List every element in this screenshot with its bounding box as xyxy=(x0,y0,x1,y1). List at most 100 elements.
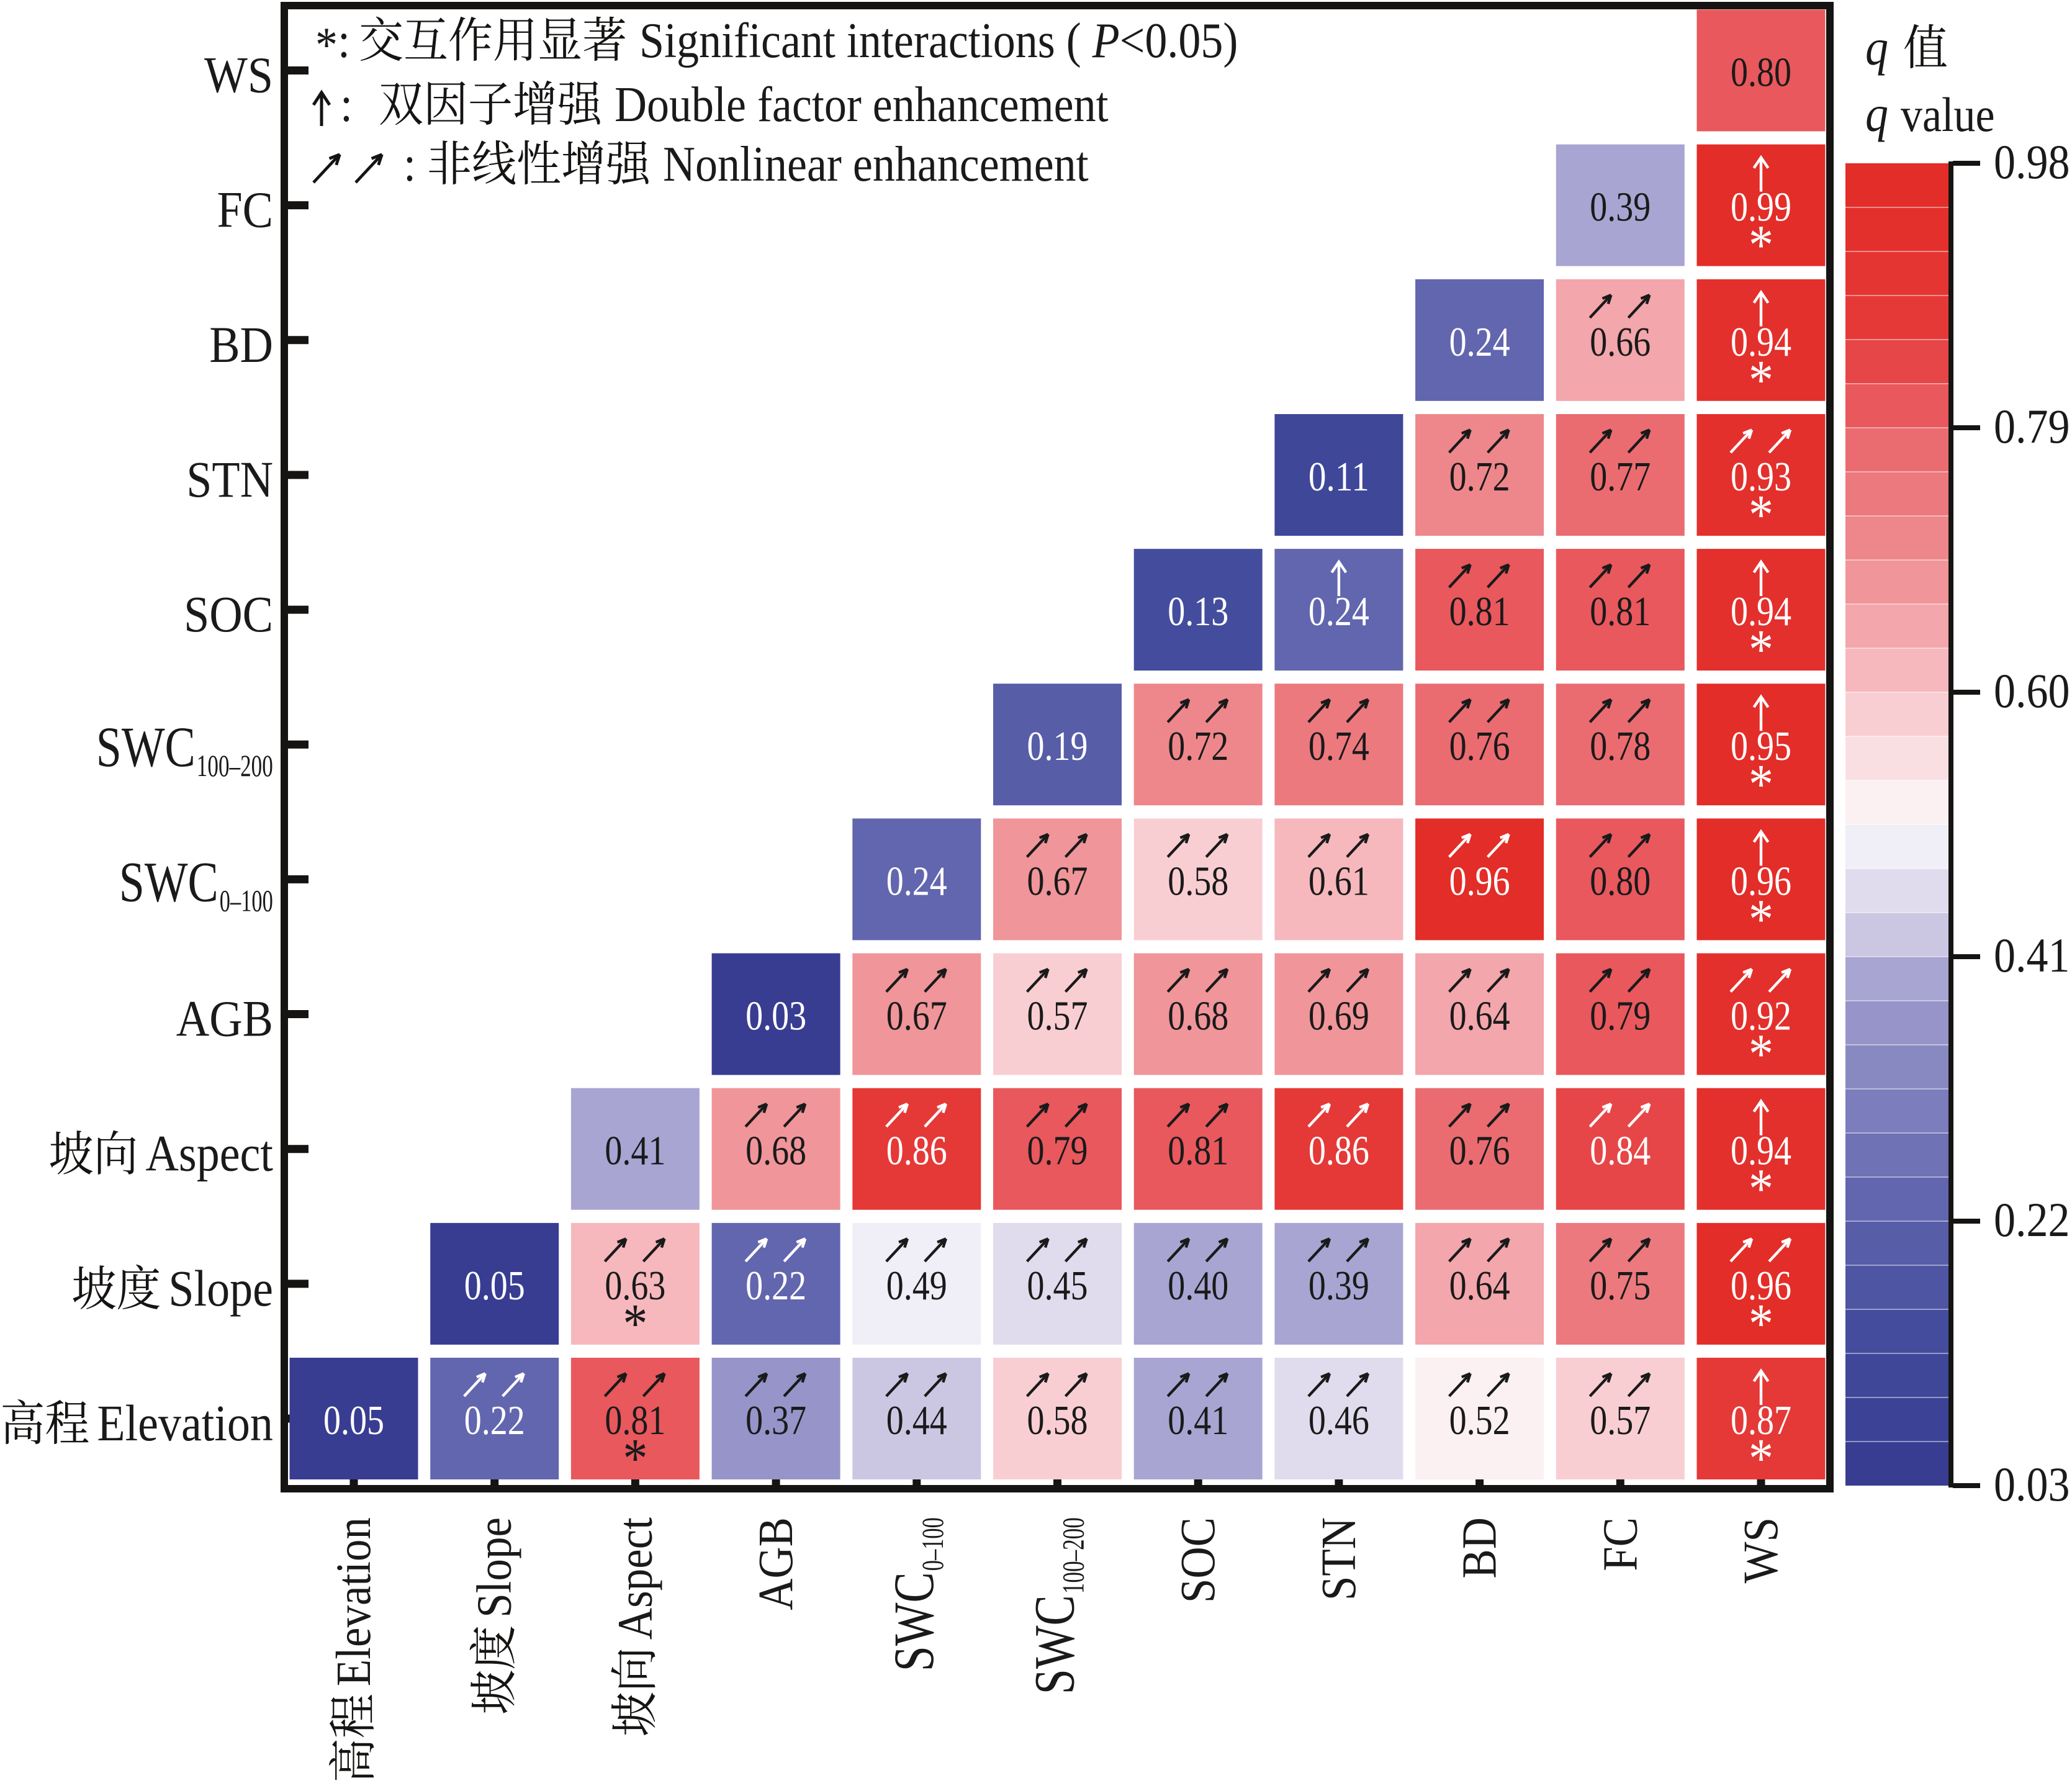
svg-text:0–100: 0–100 xyxy=(916,1517,950,1571)
svg-text:Aspect: Aspect xyxy=(146,1125,274,1182)
svg-text:0.74: 0.74 xyxy=(1309,723,1369,769)
svg-text:q: q xyxy=(1865,85,1888,142)
svg-text:0.77: 0.77 xyxy=(1590,453,1651,500)
svg-text:0.72: 0.72 xyxy=(1449,453,1510,500)
svg-text:0.05: 0.05 xyxy=(323,1397,384,1443)
svg-text:0.03: 0.03 xyxy=(1994,1458,2070,1512)
svg-text:0.81: 0.81 xyxy=(1449,588,1510,634)
svg-text:SWC: SWC xyxy=(882,1572,945,1671)
svg-text:0.11: 0.11 xyxy=(1309,453,1369,500)
svg-text:SWC: SWC xyxy=(96,715,196,779)
svg-text:0.68: 0.68 xyxy=(745,1127,806,1174)
svg-text:0.44: 0.44 xyxy=(886,1397,947,1443)
svg-text::: : xyxy=(338,12,350,68)
svg-text:*: * xyxy=(623,1293,647,1355)
svg-text:0.22: 0.22 xyxy=(745,1262,806,1309)
svg-text:*: * xyxy=(1749,214,1773,276)
svg-text:BD: BD xyxy=(1453,1517,1507,1579)
svg-text:<0.05): <0.05) xyxy=(1120,12,1238,68)
svg-text:AGB: AGB xyxy=(749,1517,803,1610)
svg-text:100–200: 100–200 xyxy=(197,749,273,783)
svg-text:0.58: 0.58 xyxy=(1168,857,1228,904)
svg-text:Slope: Slope xyxy=(467,1517,522,1618)
svg-text:Elevation: Elevation xyxy=(97,1394,273,1451)
svg-text:0.41: 0.41 xyxy=(605,1127,665,1174)
svg-text:0.37: 0.37 xyxy=(745,1397,806,1443)
svg-text::: : xyxy=(340,76,353,132)
svg-text:0.72: 0.72 xyxy=(1168,723,1228,769)
svg-text:0.41: 0.41 xyxy=(1168,1397,1228,1443)
svg-text:0.57: 0.57 xyxy=(1027,992,1088,1039)
svg-text:SOC: SOC xyxy=(1171,1517,1226,1603)
svg-text:*: * xyxy=(1749,484,1773,546)
svg-text:0.92: 0.92 xyxy=(1731,992,1791,1039)
svg-text:WS: WS xyxy=(204,47,273,104)
svg-text:0.79: 0.79 xyxy=(1590,992,1651,1039)
svg-text:0.22: 0.22 xyxy=(464,1397,525,1443)
svg-text:SOC: SOC xyxy=(184,585,273,643)
svg-text:0.78: 0.78 xyxy=(1590,723,1651,769)
svg-text:0.24: 0.24 xyxy=(886,857,947,904)
svg-text:FC: FC xyxy=(1593,1517,1648,1571)
svg-text:WS: WS xyxy=(1734,1517,1788,1583)
svg-text:0.76: 0.76 xyxy=(1449,1127,1510,1174)
svg-text:STN: STN xyxy=(1312,1517,1366,1600)
svg-text:value: value xyxy=(1901,88,1995,142)
svg-text:P: P xyxy=(1092,12,1120,68)
svg-text:0.81: 0.81 xyxy=(1590,588,1651,634)
svg-text:0.24: 0.24 xyxy=(1449,318,1510,365)
svg-text:*: * xyxy=(623,1428,647,1489)
svg-text:0.46: 0.46 xyxy=(1309,1397,1369,1443)
svg-text:0.63: 0.63 xyxy=(605,1262,665,1309)
svg-text:0.64: 0.64 xyxy=(1449,992,1510,1039)
svg-text:0.13: 0.13 xyxy=(1168,588,1228,634)
svg-text:0.05: 0.05 xyxy=(464,1262,525,1309)
svg-text:*: * xyxy=(1749,1428,1773,1489)
svg-text:Aspect: Aspect xyxy=(608,1517,663,1640)
svg-text::: : xyxy=(403,136,416,192)
svg-text:0.81: 0.81 xyxy=(1168,1127,1228,1174)
svg-text:0.86: 0.86 xyxy=(886,1127,947,1174)
svg-text:0.60: 0.60 xyxy=(1994,664,2070,718)
svg-text:*: * xyxy=(1749,1293,1773,1355)
svg-text:0.96: 0.96 xyxy=(1731,1262,1791,1309)
svg-text:0.80: 0.80 xyxy=(1590,857,1651,904)
svg-text:*: * xyxy=(1749,1023,1773,1085)
svg-text:0.61: 0.61 xyxy=(1309,857,1369,904)
svg-text:0.79: 0.79 xyxy=(1994,400,2070,454)
svg-text:0.96: 0.96 xyxy=(1449,857,1510,904)
svg-text:BD: BD xyxy=(209,316,273,373)
svg-text:*: * xyxy=(1749,754,1773,815)
svg-text:0.64: 0.64 xyxy=(1449,1262,1510,1309)
svg-text:0.86: 0.86 xyxy=(1309,1127,1369,1174)
svg-text:0.40: 0.40 xyxy=(1168,1262,1228,1309)
svg-text:0.67: 0.67 xyxy=(886,992,947,1039)
svg-text:0.81: 0.81 xyxy=(605,1397,665,1443)
svg-text:*: * xyxy=(1749,888,1773,950)
svg-text:q: q xyxy=(1865,19,1888,76)
svg-text:0.79: 0.79 xyxy=(1027,1127,1088,1174)
svg-text:*: * xyxy=(315,17,338,73)
svg-text:0.22: 0.22 xyxy=(1994,1193,2070,1247)
svg-text:AGB: AGB xyxy=(176,990,273,1047)
svg-text:FC: FC xyxy=(217,181,273,238)
svg-text:0.80: 0.80 xyxy=(1731,48,1791,95)
svg-text:Elevation: Elevation xyxy=(327,1517,381,1686)
svg-text:0.75: 0.75 xyxy=(1590,1262,1651,1309)
svg-text:0.69: 0.69 xyxy=(1309,992,1369,1039)
svg-text:0.45: 0.45 xyxy=(1027,1262,1088,1309)
svg-text:*: * xyxy=(1749,350,1773,411)
svg-text:0.67: 0.67 xyxy=(1027,857,1088,904)
svg-text:0.68: 0.68 xyxy=(1168,992,1228,1039)
svg-text:0.58: 0.58 xyxy=(1027,1397,1088,1443)
svg-text:SWC: SWC xyxy=(119,850,218,913)
svg-text:*: * xyxy=(1749,1158,1773,1220)
svg-text:0.57: 0.57 xyxy=(1590,1397,1651,1443)
svg-text:0.52: 0.52 xyxy=(1449,1397,1510,1443)
svg-text:*: * xyxy=(1749,619,1773,680)
svg-text:0.93: 0.93 xyxy=(1731,453,1791,500)
svg-text:0.84: 0.84 xyxy=(1590,1127,1651,1174)
svg-text:0.98: 0.98 xyxy=(1994,135,2070,189)
svg-text:0.49: 0.49 xyxy=(886,1262,947,1309)
svg-text:Significant interactions (: Significant interactions ( xyxy=(639,12,1081,68)
